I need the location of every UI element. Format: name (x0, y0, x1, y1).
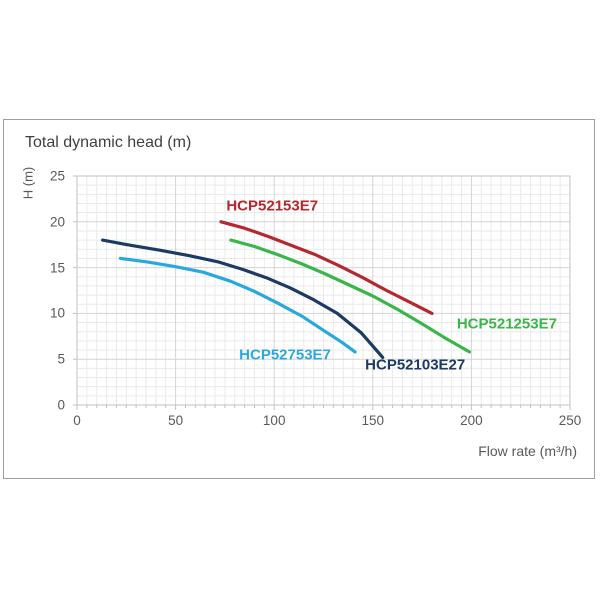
x-tick-label: 150 (361, 413, 385, 428)
x-tick-label: 0 (73, 413, 81, 428)
x-tick-label: 50 (168, 413, 184, 428)
y-tick-label: 25 (49, 168, 65, 184)
curve-HCP52153E7 (219, 220, 434, 315)
series-label-HCP52103E27: HCP52103E27 (365, 356, 466, 374)
series-label-HCP52753E7: HCP52753E7 (239, 346, 331, 364)
chart-frame (3, 119, 595, 479)
y-tick-label: 10 (49, 305, 65, 321)
x-tick-label: 200 (460, 413, 483, 428)
x-tick-label: 250 (558, 413, 582, 428)
series-label-HCP521253E7: HCP521253E7 (456, 315, 557, 333)
y-tick-label: 20 (49, 214, 65, 230)
y-tick-label: 0 (57, 397, 65, 413)
curve-HCP521253E7 (229, 238, 471, 354)
y-tick-label: 15 (49, 260, 65, 276)
x-tick-label: 100 (262, 413, 286, 428)
y-tick-label: 5 (57, 351, 65, 367)
chart-title: Total dynamic head (m) (25, 134, 192, 151)
curve-HCP52103E27 (101, 238, 385, 359)
series-label-HCP52153E7: HCP52153E7 (226, 197, 319, 215)
curve-HCP52753E7 (118, 256, 357, 354)
x-axis-title: Flow rate (m³/h) (478, 443, 577, 459)
